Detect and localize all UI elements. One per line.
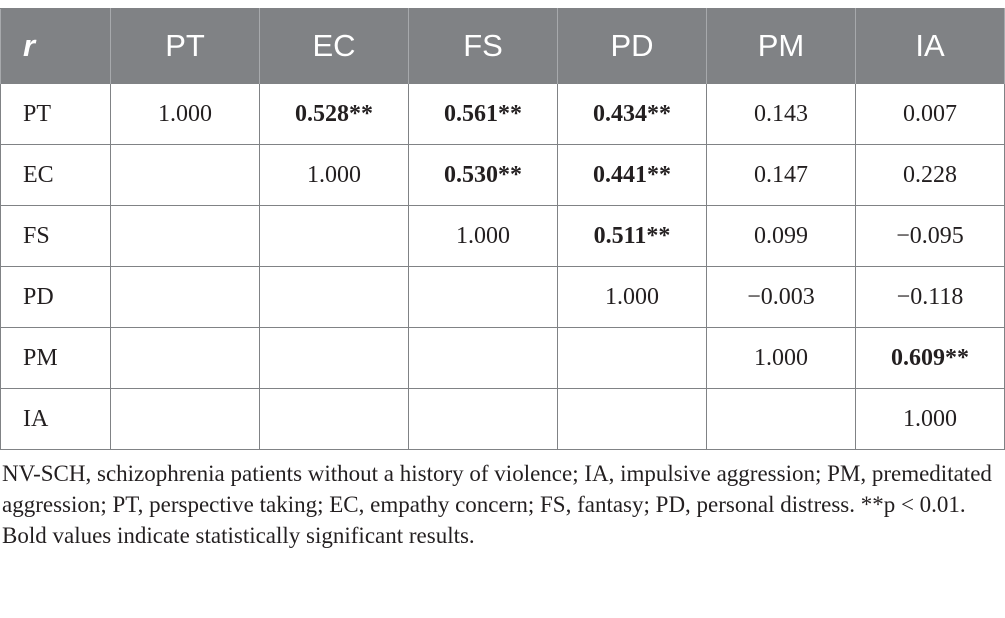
correlation-cell — [110, 205, 260, 267]
column-header: EC — [259, 8, 409, 84]
correlation-cell: 0.228 — [855, 144, 1005, 206]
correlation-cell — [706, 388, 856, 450]
correlation-cell — [408, 327, 558, 389]
correlation-cell: −0.118 — [855, 266, 1005, 328]
correlation-cell: −0.003 — [706, 266, 856, 328]
correlation-table: r PT EC FS PD PM IA PT 1.000 0.528** 0.561*… — [0, 8, 1005, 450]
correlation-cell: 1.000 — [110, 83, 260, 145]
correlation-cell — [259, 205, 409, 267]
header-row: r PT EC FS PD PM IA — [0, 8, 1005, 84]
row-header: FS — [0, 205, 111, 267]
correlation-cell: 1.000 — [557, 266, 707, 328]
significant-correlation-cell: 0.609** — [855, 327, 1005, 389]
table-row: PT 1.000 0.528** 0.561** 0.434** 0.143 0.007 — [0, 83, 1005, 145]
table-footnotes: NV-SCH, schizophrenia patients without a… — [2, 458, 1002, 551]
column-header: PD — [557, 8, 707, 84]
correlation-cell — [110, 327, 260, 389]
row-header: IA — [0, 388, 111, 450]
column-header: IA — [855, 8, 1005, 84]
correlation-cell — [259, 388, 409, 450]
correlation-cell — [110, 144, 260, 206]
correlation-cell — [259, 327, 409, 389]
significant-correlation-cell: 0.441** — [557, 144, 707, 206]
correlation-cell: 0.099 — [706, 205, 856, 267]
correlation-cell: 1.000 — [408, 205, 558, 267]
correlation-cell: 0.007 — [855, 83, 1005, 145]
significant-correlation-cell: 0.511** — [557, 205, 707, 267]
table-row: FS 1.000 0.511** 0.099 −0.095 — [0, 205, 1005, 267]
table-row: IA 1.000 — [0, 388, 1005, 450]
correlation-cell — [408, 388, 558, 450]
significant-correlation-cell: 0.530** — [408, 144, 558, 206]
correlation-cell: 1.000 — [259, 144, 409, 206]
correlation-cell — [110, 388, 260, 450]
table-body: PT 1.000 0.528** 0.561** 0.434** 0.143 0.007 EC… — [0, 83, 1005, 450]
correlation-cell: −0.095 — [855, 205, 1005, 267]
significant-correlation-cell: 0.434** — [557, 83, 707, 145]
corner-header-r: r — [0, 8, 111, 84]
table-row: PM 1.000 0.609** — [0, 327, 1005, 389]
correlation-table-container: r PT EC FS PD PM IA PT 1.000 0.528** 0.561*… — [0, 8, 1005, 450]
correlation-cell — [557, 327, 707, 389]
correlation-cell: 1.000 — [855, 388, 1005, 450]
row-header: PT — [0, 83, 111, 145]
table-header: r PT EC FS PD PM IA — [0, 8, 1005, 84]
correlation-cell: 0.147 — [706, 144, 856, 206]
correlation-cell — [557, 388, 707, 450]
column-header: FS — [408, 8, 558, 84]
significant-correlation-cell: 0.561** — [408, 83, 558, 145]
table-row: PD 1.000 −0.003 −0.118 — [0, 266, 1005, 328]
table-row: EC 1.000 0.530** 0.441** 0.147 0.228 — [0, 144, 1005, 206]
column-header: PT — [110, 8, 260, 84]
row-header: PD — [0, 266, 111, 328]
significant-correlation-cell: 0.528** — [259, 83, 409, 145]
abbreviation-note: NV-SCH, schizophrenia patients without a… — [2, 461, 992, 517]
correlation-cell — [408, 266, 558, 328]
correlation-cell: 0.143 — [706, 83, 856, 145]
correlation-cell: 1.000 — [706, 327, 856, 389]
column-header: PM — [706, 8, 856, 84]
correlation-cell — [110, 266, 260, 328]
row-header: EC — [0, 144, 111, 206]
row-header: PM — [0, 327, 111, 389]
bold-values-note: Bold values indicate statistically signi… — [2, 523, 475, 548]
correlation-cell — [259, 266, 409, 328]
